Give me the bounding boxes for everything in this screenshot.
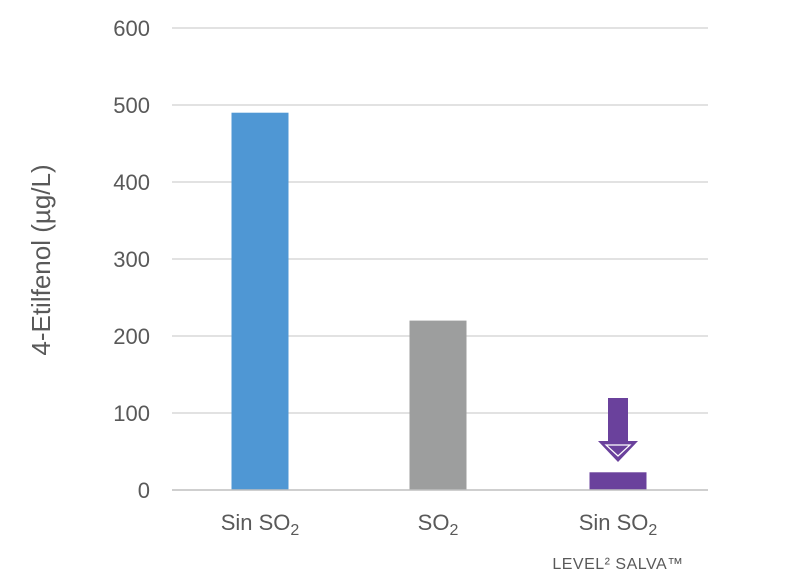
down-arrow-highlight xyxy=(604,444,632,457)
y-tick-label: 200 xyxy=(113,324,150,349)
y-tick-label: 300 xyxy=(113,247,150,272)
x-tick-label-subscript: 2 xyxy=(290,522,299,539)
y-tick-label: 100 xyxy=(113,401,150,426)
y-tick-label: 500 xyxy=(113,93,150,118)
x-tick-label-subscript: 2 xyxy=(648,522,657,539)
x-tick-label-base: SO xyxy=(418,510,450,535)
bar xyxy=(231,112,289,490)
y-axis-title: 4-Etilfenol (µg/L) xyxy=(26,164,56,355)
y-tick-label: 0 xyxy=(138,478,150,503)
x-tick-label: Sin SO2 xyxy=(579,510,658,539)
bar xyxy=(589,472,647,490)
x-tick-label-base: Sin SO xyxy=(221,510,291,535)
y-tick-label: 600 xyxy=(113,16,150,41)
bar xyxy=(409,320,467,490)
x-tick-sublabel: LEVEL² SALVA™ xyxy=(552,556,683,573)
annotations xyxy=(598,398,638,462)
x-tick-label-base: Sin SO xyxy=(579,510,649,535)
x-tick-label: Sin SO2 xyxy=(221,510,300,539)
x-tick-label: SO2 xyxy=(418,510,459,539)
down-arrow-icon xyxy=(598,398,638,462)
x-tick-label-subscript: 2 xyxy=(449,522,458,539)
y-tick-label: 400 xyxy=(113,170,150,195)
bars xyxy=(231,112,647,490)
